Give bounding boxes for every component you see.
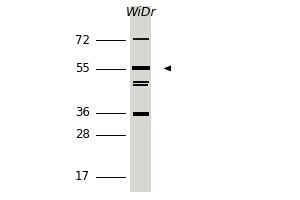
Text: 36: 36 <box>75 106 90 119</box>
Text: 55: 55 <box>75 62 90 75</box>
Bar <box>133 112 149 116</box>
Bar <box>130 6 152 192</box>
Text: 17: 17 <box>75 170 90 184</box>
Text: WiDr: WiDr <box>126 6 156 19</box>
Polygon shape <box>164 65 171 71</box>
Text: 28: 28 <box>75 129 90 142</box>
Bar <box>133 81 149 83</box>
Bar <box>132 66 150 70</box>
Bar <box>134 84 148 86</box>
Text: 72: 72 <box>75 33 90 46</box>
Bar <box>133 38 149 40</box>
